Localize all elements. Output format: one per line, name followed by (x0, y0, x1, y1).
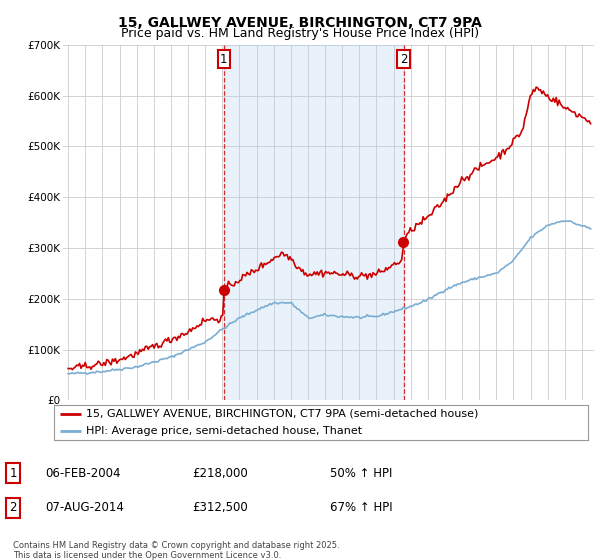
Text: Contains HM Land Registry data © Crown copyright and database right 2025.
This d: Contains HM Land Registry data © Crown c… (13, 541, 340, 560)
Text: 67% ↑ HPI: 67% ↑ HPI (330, 501, 392, 515)
Text: 15, GALLWEY AVENUE, BIRCHINGTON, CT7 9PA (semi-detached house): 15, GALLWEY AVENUE, BIRCHINGTON, CT7 9PA… (86, 409, 478, 418)
Text: £218,000: £218,000 (192, 466, 248, 480)
Text: 15, GALLWEY AVENUE, BIRCHINGTON, CT7 9PA: 15, GALLWEY AVENUE, BIRCHINGTON, CT7 9PA (118, 16, 482, 30)
Text: £312,500: £312,500 (192, 501, 248, 515)
Bar (224, 45, 404, 400)
Text: HPI: Average price, semi-detached house, Thanet: HPI: Average price, semi-detached house,… (86, 426, 362, 436)
Text: 50% ↑ HPI: 50% ↑ HPI (330, 466, 392, 480)
Text: 2: 2 (10, 501, 17, 515)
Text: 07-AUG-2014: 07-AUG-2014 (45, 501, 124, 515)
Text: 06-FEB-2004: 06-FEB-2004 (45, 466, 121, 480)
Text: 2: 2 (400, 53, 407, 66)
Text: 1: 1 (10, 466, 17, 480)
Text: Price paid vs. HM Land Registry's House Price Index (HPI): Price paid vs. HM Land Registry's House … (121, 27, 479, 40)
Text: 1: 1 (220, 53, 227, 66)
